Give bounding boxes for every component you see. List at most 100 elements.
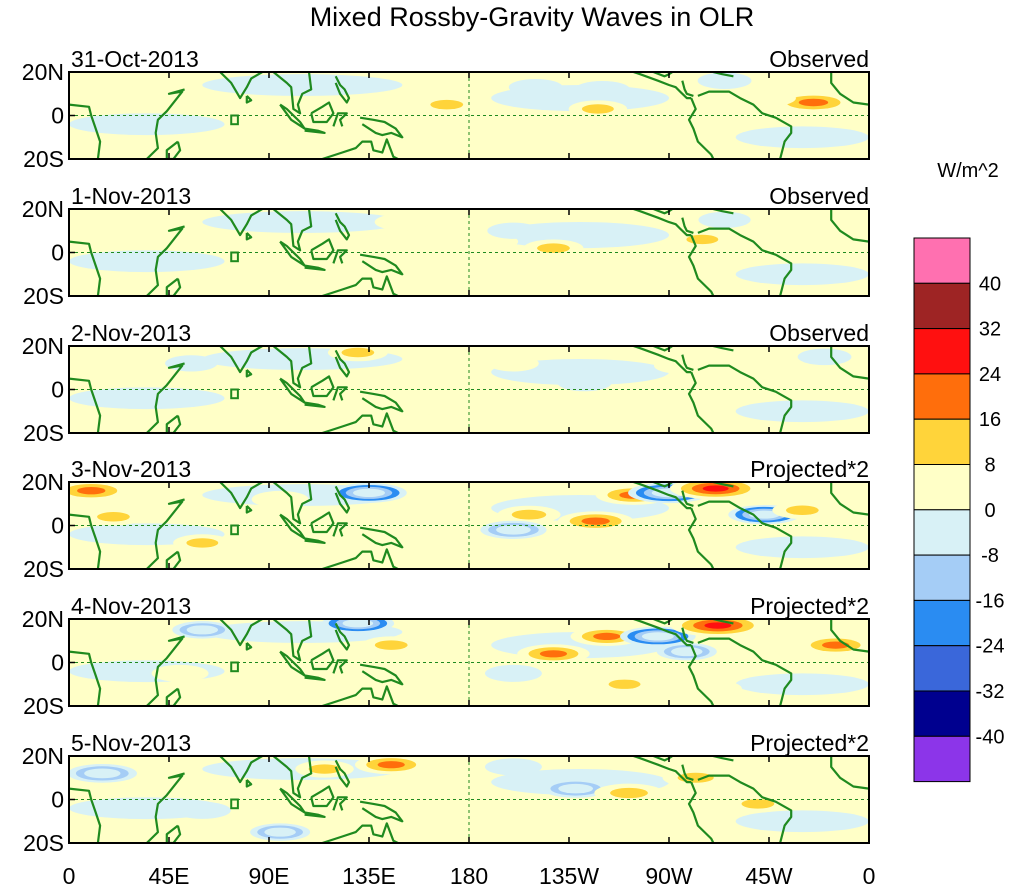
anomaly-blob: [172, 621, 233, 639]
central-america-coast: [681, 217, 694, 234]
anomaly-blob: [773, 764, 831, 782]
indochina-coast: [272, 756, 313, 799]
panel: 20N 0 20S 2-Nov-2013 Observed: [22, 320, 870, 446]
south-america-north-coast: [697, 90, 793, 159]
background-band: [202, 74, 403, 96]
colorbar-swatch: [913, 690, 971, 737]
anomaly-blob: [523, 239, 584, 257]
panel-date-label: 4-Nov-2013: [71, 593, 191, 619]
new-guinea-coast: [359, 800, 404, 823]
background-band: [735, 810, 869, 833]
anomaly-contour: [581, 104, 614, 114]
anomaly-contour: [496, 525, 531, 535]
sulawesi-coast: [332, 249, 348, 264]
lat-tick-label: 0: [51, 240, 64, 266]
anomaly-blob: [480, 520, 547, 539]
colorbar-level-label: -16: [976, 590, 1005, 612]
africa-coast: [69, 650, 102, 706]
borneo-coast: [310, 648, 335, 671]
anomaly-contour: [729, 649, 787, 667]
anomaly-blob: [797, 348, 852, 366]
sulawesi-coast: [332, 522, 348, 537]
colorbar-level-label: 24: [979, 364, 1001, 386]
anomaly-contour: [488, 355, 539, 372]
anomaly-contour: [583, 83, 622, 96]
anomaly-blob: [517, 644, 590, 664]
africa-coast: [69, 513, 102, 569]
anomaly-contour: [173, 357, 210, 370]
gulf-coast: [652, 619, 675, 625]
anomaly-contour: [581, 517, 610, 525]
mexico-coast: [633, 209, 692, 237]
anomaly-blob: [251, 490, 309, 508]
background-band: [735, 263, 869, 286]
region-box-marker: [230, 251, 239, 263]
anomaly-contour: [539, 650, 568, 658]
east-africa-coast: [146, 362, 185, 433]
borneo-coast: [310, 238, 335, 261]
background-band: [202, 211, 403, 233]
anomaly-contour: [182, 804, 222, 817]
anomaly-contour: [97, 512, 130, 522]
central-america-coast: [681, 490, 694, 507]
africa-coast: [69, 377, 102, 433]
coastlines: [69, 619, 869, 706]
west-africa-coast: [830, 482, 869, 516]
anomaly-contour: [608, 679, 641, 689]
region-box-marker: [230, 388, 239, 400]
madagascar-coast: [165, 140, 182, 159]
anomaly-blob: [570, 626, 643, 646]
central-america-coast: [681, 764, 694, 781]
anomaly-contour: [610, 787, 648, 799]
panel: 20N 0 20S 4-Nov-2013 Projected*2: [22, 593, 870, 719]
panel-date-label: 2-Nov-2013: [71, 320, 191, 346]
india-coast: [219, 209, 263, 237]
colorbar-swatch: [913, 328, 971, 375]
anomaly-blob: [254, 255, 306, 272]
central-america-coast: [681, 627, 694, 644]
anomaly-contour: [641, 632, 674, 641]
anomaly-contour: [77, 487, 106, 495]
indochina-coast: [272, 72, 313, 115]
anomaly-blob: [488, 355, 539, 372]
anomaly-contour: [702, 485, 729, 492]
anomaly-contour: [341, 347, 375, 358]
lat-tick-label: 20N: [22, 606, 64, 632]
panel-date-label: 31-Oct-2013: [71, 46, 199, 72]
lon-tick-label: 90E: [249, 863, 290, 889]
anomaly-contour: [254, 255, 306, 272]
colorbar-level-label: 40: [979, 273, 1001, 295]
anomaly-contour: [742, 89, 796, 107]
anomaly-blob: [487, 222, 540, 239]
africa-coast: [69, 787, 102, 843]
region-box-marker: [230, 114, 239, 126]
anomaly-blob: [594, 783, 664, 803]
west-africa-coast: [830, 72, 869, 106]
anomaly-blob: [355, 756, 428, 775]
lat-tick-label: 20S: [23, 693, 64, 719]
panel-kind-label: Observed: [769, 183, 869, 209]
lat-tick-label: 0: [51, 103, 64, 129]
lat-tick-label: 20S: [23, 283, 64, 309]
anomaly-blob: [729, 649, 787, 667]
anomaly-contour: [410, 398, 461, 415]
colorbar-swatch: [913, 373, 971, 420]
java-coast: [304, 127, 326, 134]
mexico-coast: [633, 756, 692, 784]
australia-coast: [321, 548, 399, 569]
sri-lanka-coast: [245, 779, 253, 788]
gulf-coast: [652, 346, 675, 352]
anomaly-blob: [69, 482, 129, 501]
anomaly-contour: [495, 225, 532, 237]
anomaly-blob: [529, 538, 587, 556]
lat-tick-label: 20S: [23, 830, 64, 856]
anomaly-blob: [697, 72, 752, 89]
anomaly-contour: [511, 509, 547, 520]
lat-tick-label: 0: [51, 513, 64, 539]
anomaly-contour: [704, 622, 732, 629]
anomaly-blob: [86, 72, 141, 89]
philippines-coast: [334, 212, 351, 241]
east-africa-coast: [146, 772, 185, 843]
panel-kind-label: Observed: [769, 46, 869, 72]
